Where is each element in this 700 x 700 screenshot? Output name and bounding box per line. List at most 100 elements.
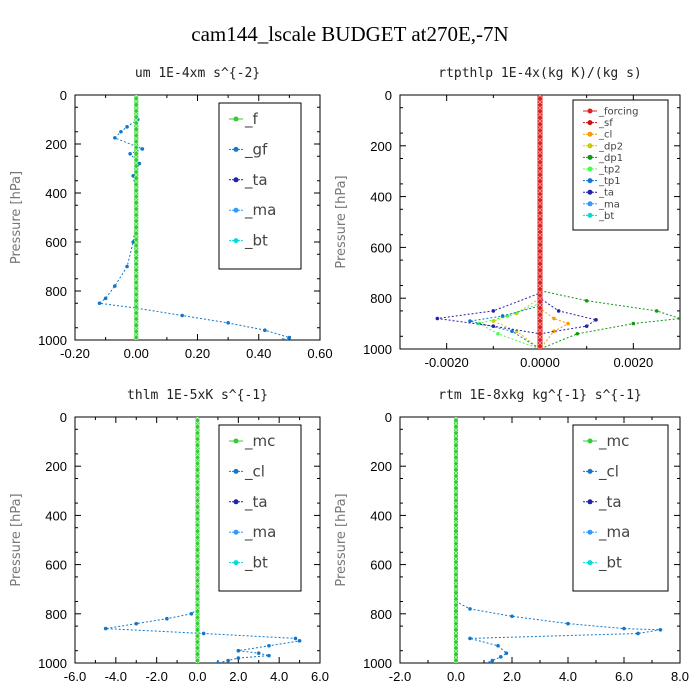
y-tick-label: 0 — [385, 88, 392, 103]
x-tick-label: -4.0 — [105, 669, 127, 684]
zero-line-marker: × — [133, 214, 140, 223]
y-tick-label: 800 — [45, 284, 67, 299]
data-point — [491, 324, 496, 328]
zero-line-marker: × — [133, 134, 140, 143]
zero-line-marker: × — [453, 456, 460, 465]
data-point — [128, 152, 132, 156]
zero-line-marker: × — [194, 573, 201, 582]
legend-label: _forcing — [598, 107, 639, 118]
zero-line-marker: × — [133, 152, 140, 161]
zero-line-marker: × — [133, 165, 140, 174]
zero-line-marker: × — [133, 201, 140, 210]
legend-item: _cl — [583, 130, 612, 141]
legend-label: _f — [244, 110, 259, 129]
zero-line-marker: × — [133, 324, 140, 333]
data-point — [226, 321, 230, 325]
zero-line-marker: × — [133, 140, 140, 149]
legend-label: _mc — [598, 432, 629, 451]
zero-line-marker: × — [453, 419, 460, 428]
zero-line-marker: × — [133, 232, 140, 241]
zero-line-marker: × — [133, 305, 140, 314]
zero-line-marker: × — [537, 116, 544, 125]
zero-line-marker: × — [133, 330, 140, 339]
zero-line-marker: × — [537, 282, 544, 291]
zero-line-marker: × — [537, 91, 544, 100]
data-point — [125, 125, 129, 129]
legend-marker — [587, 154, 593, 160]
legend-marker — [587, 166, 593, 172]
y-tick-label: 0 — [385, 410, 392, 425]
legend-marker — [233, 499, 239, 505]
legend-label: _bt — [244, 232, 268, 251]
data-point — [496, 331, 500, 336]
page-title: cam144_lscale BUDGET at270E,-7N — [191, 22, 509, 46]
data-point — [510, 614, 514, 619]
legend-item: _ta — [583, 188, 614, 199]
zero-line-marker: × — [133, 275, 140, 284]
zero-line-marker: × — [194, 462, 201, 471]
legend-item: _cl — [583, 462, 619, 481]
legend-label: _cl — [598, 462, 619, 481]
data-point — [119, 129, 123, 134]
zero-line-marker: × — [453, 647, 460, 656]
x-tick-label: -0.0020 — [425, 355, 469, 370]
zero-line-marker: × — [194, 536, 201, 545]
series-line-gf — [98, 95, 291, 340]
x-tick-label: 8.0 — [671, 669, 689, 684]
zero-line-marker: × — [194, 419, 201, 428]
zero-line-marker: × — [453, 561, 460, 570]
legend-item: _ma — [583, 199, 620, 210]
zero-line-marker: × — [537, 262, 544, 271]
y-tick-label: 200 — [370, 459, 392, 474]
zero-line-marker: × — [194, 481, 201, 490]
zero-line-marker: × — [453, 542, 460, 551]
data-point — [113, 284, 117, 288]
zero-line-marker: × — [194, 413, 201, 422]
data-point — [499, 655, 503, 659]
data-point — [256, 651, 261, 655]
legend-label: _dp2 — [598, 141, 623, 152]
zero-line-marker: × — [194, 518, 201, 527]
legend-label: _ta — [598, 188, 614, 199]
zero-line-marker: × — [133, 250, 140, 259]
zero-line-marker: × — [453, 536, 460, 545]
zero-line-marker: × — [133, 195, 140, 204]
data-point — [504, 651, 509, 655]
data-point — [435, 316, 440, 321]
zero-line-marker: × — [194, 487, 201, 496]
zero-line-marker: × — [537, 174, 544, 183]
y-tick-label: 800 — [370, 607, 392, 622]
zero-line-marker: × — [537, 243, 544, 252]
y-axis-label: Pressure [hPa] — [9, 171, 24, 264]
panel-4: rtm 1E-8xkg kg^{-1} s^{-1} Pressure [hPa]… — [334, 388, 689, 684]
legend-label: _ta — [598, 493, 622, 512]
data-point — [631, 321, 636, 326]
x-tick-label: 0.60 — [307, 346, 332, 361]
zero-line-marker: × — [453, 610, 460, 619]
data-point — [556, 309, 561, 313]
zero-line-marker: × — [133, 97, 140, 106]
zero-line-marker: × — [133, 207, 140, 216]
zero-line-marker: × — [133, 116, 140, 125]
data-point — [510, 329, 514, 334]
legend-item: _bt — [583, 554, 622, 573]
series-group: ××××××××××××××××××××××××××××××××××××××××… — [453, 417, 663, 663]
series-line-dp1 — [539, 95, 680, 349]
data-point — [297, 639, 302, 643]
legend-label: _cl — [244, 462, 265, 481]
series-group: ××××××××××××××××××××××××××××××××××××××××… — [97, 95, 292, 340]
zero-line-marker: × — [453, 573, 460, 582]
data-point — [140, 147, 145, 151]
legend-marker — [587, 120, 593, 126]
y-tick-label: 200 — [45, 137, 67, 152]
data-point — [658, 627, 663, 632]
y-axis-label: Pressure [hPa] — [334, 175, 349, 268]
zero-line-marker: × — [133, 220, 140, 229]
legend-marker — [233, 468, 239, 474]
data-point — [468, 319, 472, 323]
x-tick-label: 0.0020 — [613, 355, 653, 370]
zero-line-marker: × — [453, 431, 460, 440]
zero-line-marker: × — [194, 598, 201, 607]
x-tick-label: 2.0 — [503, 669, 521, 684]
zero-line-marker: × — [133, 226, 140, 235]
